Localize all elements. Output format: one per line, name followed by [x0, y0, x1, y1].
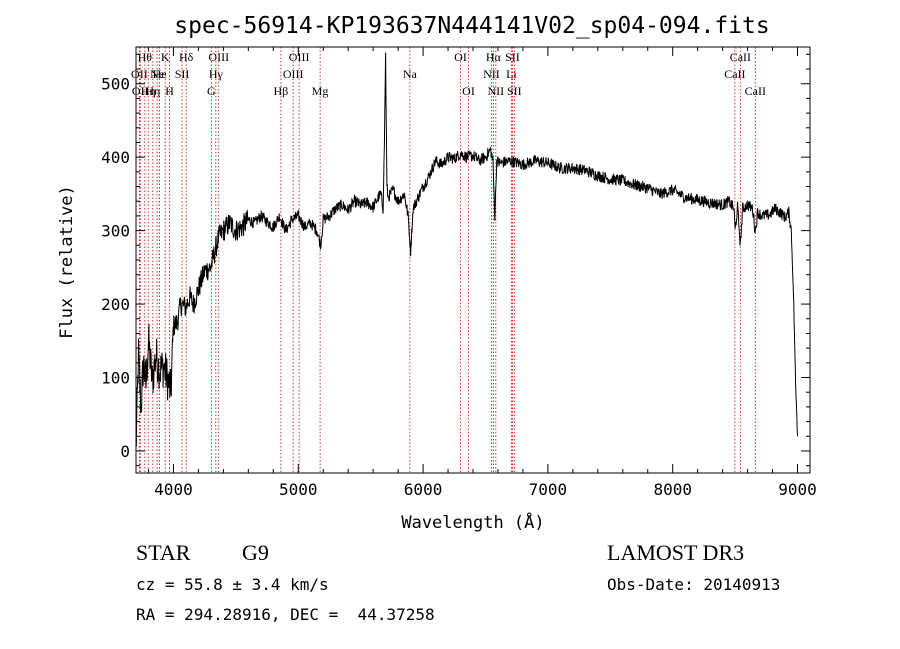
chart-title: spec-56914-KP193637N444141V02_sp04-094.f… [174, 13, 769, 39]
line-label-12: Hγ [209, 67, 224, 81]
line-label-13: OIII [208, 50, 229, 64]
x-tick-label-4: 8000 [653, 480, 692, 499]
flux-line [135, 52, 798, 447]
axes: 4000 5000 6000 7000 8000 9000 0 100 200 300 400 500 [101, 47, 817, 499]
line-label-8: H [165, 84, 174, 98]
line-label-21: NII [483, 67, 500, 81]
plot-frame [135, 46, 811, 474]
line-label-6: He [153, 67, 167, 81]
object-subclass: G9 [242, 540, 269, 565]
y-tick-label-5: 500 [101, 75, 130, 94]
line-label-2: Hθ [138, 50, 153, 64]
line-label-15: OIII [283, 67, 304, 81]
line-label-0: OII [131, 67, 148, 81]
y-tick-label-1: 100 [101, 369, 130, 388]
line-label-7: K [161, 50, 170, 64]
line-label-10: Hδ [179, 50, 194, 64]
y-axis-label: Flux (relative) [57, 185, 77, 339]
line-label-20: OI [462, 84, 475, 98]
y-tick-label-3: 300 [101, 222, 130, 241]
line-label-4: Hη [145, 84, 160, 98]
line-label-26: SII [507, 84, 522, 98]
line-label-25: SII [505, 50, 520, 64]
x-tick-label-2: 6000 [404, 480, 443, 499]
line-label-19: OI [454, 50, 467, 64]
observation-date: Obs-Date: 20140913 [607, 575, 781, 594]
line-label-18: Na [403, 67, 418, 81]
line-label-16: OIII [289, 50, 310, 64]
survey-name: LAMOST DR3 [607, 540, 745, 565]
line-label-23: NII [488, 84, 505, 98]
emission-line-markers: OIIOIIHθHηHηNeHeKHSIIHδGHγOIIIHβOIIIOIII… [131, 47, 766, 473]
line-label-3: Hη [141, 84, 156, 98]
line-label-5: Ne [150, 67, 164, 81]
line-label-14: Hβ [274, 84, 289, 98]
x-tick-label-3: 7000 [529, 480, 568, 499]
line-label-17: Mg [312, 84, 329, 98]
sky-coordinates: RA = 294.28916, DEC = 44.37258 [136, 605, 435, 624]
y-tick-label-2: 200 [101, 295, 130, 314]
x-axis-label: Wavelength (Å) [401, 511, 544, 533]
line-label-24: Li [506, 67, 517, 81]
line-label-9: SII [175, 67, 190, 81]
x-tick-label-1: 5000 [279, 480, 318, 499]
line-label-28: CaII [730, 50, 751, 64]
x-tick-label-0: 4000 [154, 480, 193, 499]
redshift-velocity: cz = 55.8 ± 3.4 km/s [136, 575, 329, 594]
flux-series [135, 52, 798, 447]
y-tick-label-0: 0 [120, 442, 130, 461]
line-label-29: CaII [745, 84, 766, 98]
line-label-27: CaII [724, 67, 745, 81]
y-tick-label-4: 400 [101, 148, 130, 167]
object-class: STAR [136, 540, 191, 565]
line-label-22: Hα [486, 50, 502, 64]
x-tick-label-5: 9000 [778, 480, 817, 499]
line-label-11: G [207, 84, 216, 98]
